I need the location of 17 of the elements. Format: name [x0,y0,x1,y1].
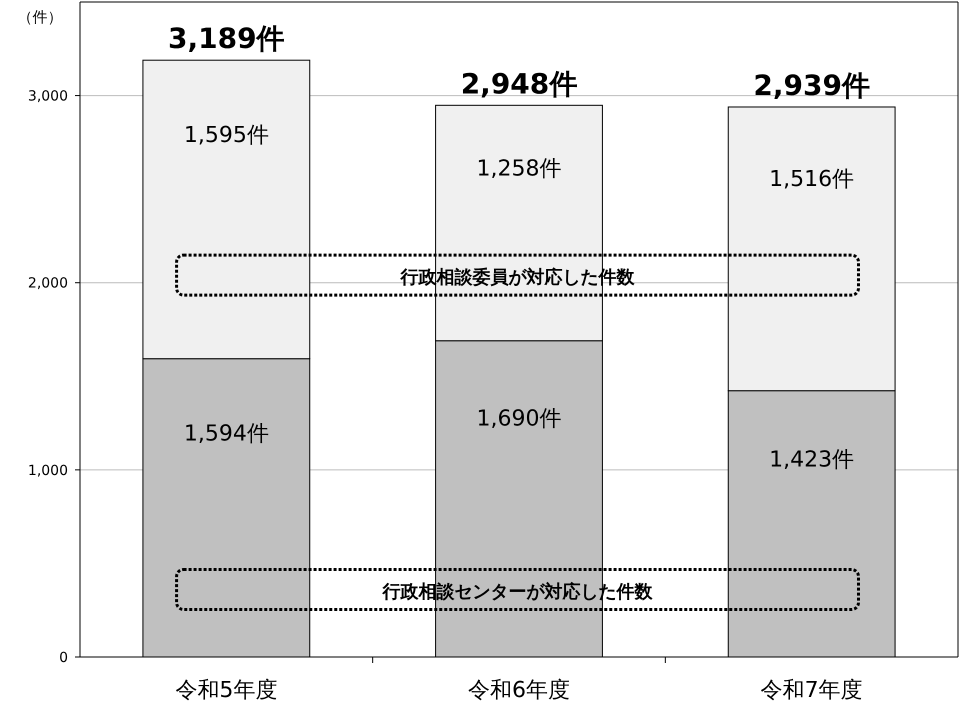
y-tick-label: 3,000 [28,88,68,105]
total-label: 2,939件 [753,68,870,102]
y-tick-label: 2,000 [28,276,68,292]
data-label: 1,258件 [476,156,562,182]
total-label: 2,948件 [460,67,578,100]
data-label: 1,595件 [184,122,269,148]
x-tick-label: 令和5年度 [175,678,278,703]
data-label: 1,594件 [184,421,269,446]
data-label: 1,516件 [769,167,854,192]
data-label: 1,423件 [769,448,854,473]
y-tick-label: 0 [59,650,68,666]
x-tick-label: 令和6年度 [468,678,570,703]
x-tick-label: 令和7年度 [760,678,863,703]
y-tick-label: 1,000 [28,462,68,479]
y-axis-title: （件） [18,8,62,26]
total-label: 3,189件 [168,22,285,56]
data-label: 1,690件 [476,406,562,432]
